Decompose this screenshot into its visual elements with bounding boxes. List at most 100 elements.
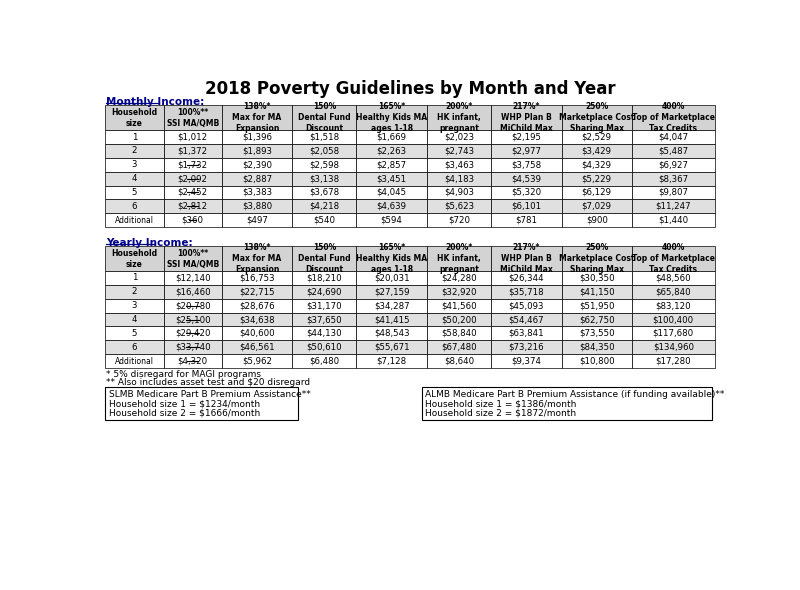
Bar	[163, 326, 222, 340]
Text: $1,893: $1,893	[242, 146, 272, 155]
Bar	[562, 354, 632, 368]
Bar	[357, 326, 427, 340]
Text: $3,678: $3,678	[310, 188, 339, 197]
Text: 217%*
WHP Plan B
MiChild Max: 217%* WHP Plan B MiChild Max	[500, 102, 553, 133]
Text: $5,962: $5,962	[242, 356, 272, 366]
Bar	[357, 185, 427, 199]
Text: $48,543: $48,543	[374, 329, 410, 338]
Bar	[292, 271, 357, 285]
Bar	[491, 313, 562, 326]
Text: $8,367: $8,367	[658, 174, 688, 183]
Bar	[562, 299, 632, 313]
Text: 250%
Marketplace Cost
Sharing Max: 250% Marketplace Cost Sharing Max	[559, 243, 634, 274]
Text: $4,218: $4,218	[310, 202, 339, 211]
Text: $24,280: $24,280	[441, 273, 477, 283]
Text: $73,216: $73,216	[509, 343, 544, 352]
Text: $594: $594	[381, 216, 402, 225]
Text: $2,977: $2,977	[511, 146, 542, 155]
Text: Household size 1 = $1386/month: Household size 1 = $1386/month	[425, 399, 576, 409]
Bar	[427, 354, 491, 368]
Bar	[222, 326, 292, 340]
Bar	[106, 313, 163, 326]
Bar	[562, 340, 632, 354]
Bar	[106, 299, 163, 313]
Bar	[357, 106, 427, 130]
Bar	[632, 144, 714, 158]
Text: $35,718: $35,718	[509, 287, 544, 296]
Bar	[357, 354, 427, 368]
Text: $4,320: $4,320	[178, 356, 208, 366]
Text: $2,529: $2,529	[582, 133, 612, 142]
Bar	[106, 158, 163, 172]
Bar	[222, 158, 292, 172]
Text: SLMB Medicare Part B Premium Assistance**: SLMB Medicare Part B Premium Assistance*…	[109, 391, 310, 399]
Bar	[222, 271, 292, 285]
Bar	[632, 158, 714, 172]
Text: $1,518: $1,518	[310, 133, 339, 142]
Text: 165%*
Healthy Kids MA
ages 1-18: 165%* Healthy Kids MA ages 1-18	[356, 243, 427, 274]
Text: $6,101: $6,101	[511, 202, 542, 211]
Text: $2,092: $2,092	[178, 174, 208, 183]
Text: $3,383: $3,383	[242, 188, 272, 197]
Bar	[491, 299, 562, 313]
Text: $7,128: $7,128	[377, 356, 406, 366]
Text: ALMB Medicare Part B Premium Assistance (if funding available)**: ALMB Medicare Part B Premium Assistance …	[425, 391, 724, 399]
Bar	[562, 285, 632, 299]
Bar	[357, 340, 427, 354]
Bar	[222, 313, 292, 326]
Bar	[163, 158, 222, 172]
Bar	[357, 213, 427, 227]
Text: $16,460: $16,460	[175, 287, 210, 296]
Text: $46,561: $46,561	[239, 343, 274, 352]
Bar	[357, 299, 427, 313]
Text: $20,031: $20,031	[374, 273, 410, 283]
Text: $27,159: $27,159	[374, 287, 410, 296]
Text: $34,287: $34,287	[374, 301, 410, 310]
Text: $7,029: $7,029	[582, 202, 612, 211]
Bar	[427, 299, 491, 313]
Bar	[106, 271, 163, 285]
Text: Yearly Income:: Yearly Income:	[106, 238, 193, 248]
Bar	[427, 313, 491, 326]
Text: $51,950: $51,950	[579, 301, 614, 310]
Text: ** Also includes asset test and $20 disregard: ** Also includes asset test and $20 disr…	[106, 378, 310, 387]
Text: $55,671: $55,671	[374, 343, 410, 352]
Text: $41,150: $41,150	[579, 287, 614, 296]
Text: 100%**
SSI MA/QMB: 100%** SSI MA/QMB	[166, 248, 218, 268]
Bar	[632, 326, 714, 340]
Bar	[562, 247, 632, 271]
Bar	[632, 106, 714, 130]
Bar	[163, 340, 222, 354]
Bar	[222, 213, 292, 227]
Bar	[163, 144, 222, 158]
Bar	[292, 199, 357, 213]
Text: $6,129: $6,129	[582, 188, 612, 197]
Text: $73,550: $73,550	[579, 329, 614, 338]
Text: $134,960: $134,960	[653, 343, 694, 352]
Bar	[222, 130, 292, 144]
Text: $100,400: $100,400	[653, 315, 694, 324]
Text: $1,012: $1,012	[178, 133, 208, 142]
Bar	[491, 340, 562, 354]
Bar	[106, 387, 298, 419]
Text: 1: 1	[132, 273, 138, 283]
Bar	[292, 185, 357, 199]
Text: $3,758: $3,758	[511, 160, 542, 169]
Bar	[427, 106, 491, 130]
Bar	[491, 199, 562, 213]
Bar	[427, 213, 491, 227]
Text: $1,669: $1,669	[377, 133, 406, 142]
Text: $25,100: $25,100	[175, 315, 210, 324]
Text: 1: 1	[132, 133, 138, 142]
Text: $34,638: $34,638	[239, 315, 274, 324]
Text: $900: $900	[586, 216, 608, 225]
Text: $41,560: $41,560	[441, 301, 477, 310]
Bar	[222, 199, 292, 213]
Text: $781: $781	[515, 216, 538, 225]
Bar	[357, 313, 427, 326]
Text: 200%*
HK infant,
pregnant: 200%* HK infant, pregnant	[437, 102, 481, 133]
Text: 250%
Marketplace Cost
Sharing Max: 250% Marketplace Cost Sharing Max	[559, 102, 634, 133]
Bar	[491, 172, 562, 185]
Bar	[163, 285, 222, 299]
Text: 4: 4	[132, 174, 138, 183]
